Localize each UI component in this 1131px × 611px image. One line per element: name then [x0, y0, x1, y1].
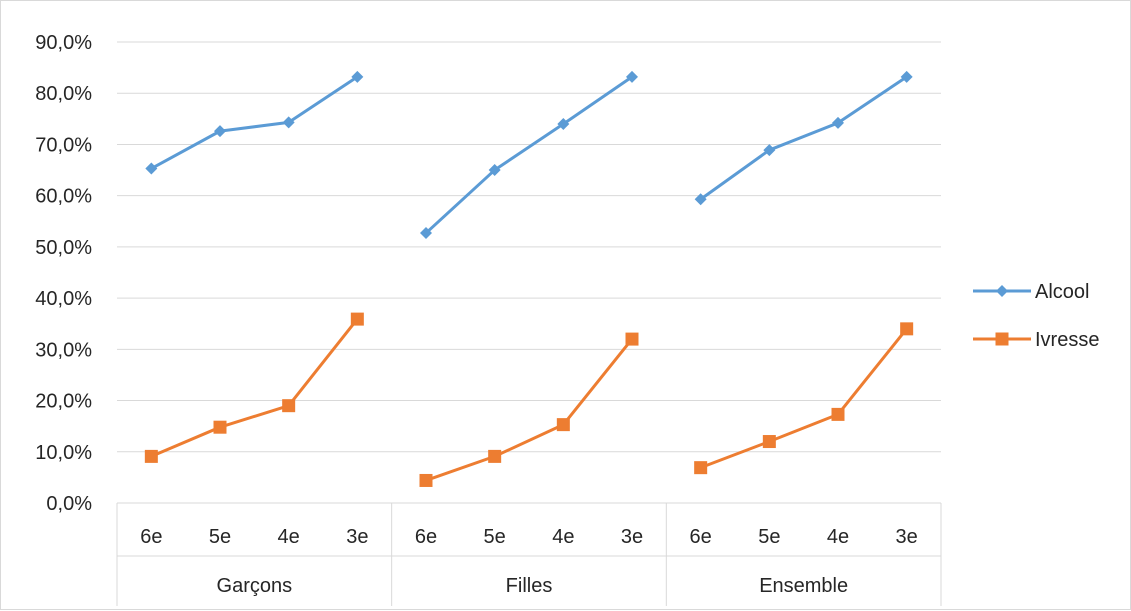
ivresse-square-marker: [694, 461, 708, 475]
y-tick-label: 40,0%: [35, 288, 92, 310]
series-line-segment: [150, 75, 359, 170]
alcool-diamond-marker: [420, 227, 432, 240]
y-tick-label: 0,0%: [46, 493, 92, 515]
legend-item-ivresse: Ivresse: [973, 329, 1099, 351]
y-tick-label: 30,0%: [35, 339, 92, 361]
ivresse-square-marker: [831, 407, 845, 421]
legend: Alcool Ivresse: [973, 281, 1099, 351]
x-category-label: 3e: [621, 526, 643, 548]
x-category-label: 6e: [690, 526, 712, 548]
legend-item-alcool: Alcool: [973, 281, 1089, 303]
x-category-label: 4e: [552, 526, 574, 548]
x-category-label: 5e: [484, 526, 506, 548]
x-axis: [116, 502, 942, 606]
series-line-segment: [425, 338, 634, 482]
series-line-segment: [150, 318, 359, 458]
x-category-label: 4e: [827, 526, 849, 548]
series-line-segment: [424, 75, 633, 235]
x-axis-group-labels: Garçons Filles Ensemble: [217, 575, 849, 597]
series-ivresse: [144, 312, 914, 487]
y-tick-label: 60,0%: [35, 186, 92, 208]
series-line-segment: [699, 75, 908, 201]
alcool-diamond-marker: [145, 162, 158, 175]
ivresse-square-marker: [625, 332, 639, 346]
ivresse-square-marker: [900, 322, 914, 336]
y-axis-tick-labels: 0,0% 10,0% 20,0% 30,0% 40,0% 50,0% 60,0% 70,0% 8…: [35, 32, 92, 515]
ivresse-square-marker: [995, 332, 1009, 346]
alcool-diamond-marker: [694, 193, 707, 206]
ivresse-square-marker: [762, 435, 776, 449]
x-category-label: 4e: [278, 526, 300, 548]
alcool-diamond-marker: [557, 117, 570, 130]
alcool-diamond-marker: [626, 70, 638, 83]
alcool-diamond-marker: [282, 116, 295, 129]
ivresse-square-marker: [144, 449, 158, 463]
x-axis-category-labels: 6e 5e 4e 3e 6e 5e 4e 3e 6e 5e 4e 3e: [140, 526, 918, 548]
x-category-label: 5e: [758, 526, 780, 548]
legend-label: Alcool: [1035, 281, 1089, 303]
alcool-diamond-marker: [214, 125, 226, 138]
x-category-label: 3e: [346, 526, 368, 548]
x-category-label: 5e: [209, 526, 231, 548]
x-group-label: Filles: [506, 575, 553, 597]
series: [144, 70, 914, 487]
y-tick-label: 20,0%: [35, 391, 92, 413]
legend-label: Ivresse: [1035, 329, 1099, 351]
alcool-diamond-marker: [996, 285, 1008, 297]
y-tick-label: 80,0%: [35, 83, 92, 105]
y-tick-label: 10,0%: [35, 442, 92, 464]
series-alcool: [145, 70, 913, 240]
ivresse-square-marker: [556, 418, 570, 432]
alcool-diamond-marker: [763, 144, 776, 157]
ivresse-square-marker: [350, 312, 364, 326]
y-tick-label: 70,0%: [35, 134, 92, 156]
y-tick-label: 90,0%: [35, 32, 92, 54]
gridlines: [117, 41, 941, 453]
ivresse-square-marker: [213, 420, 227, 434]
alcool-diamond-marker: [488, 164, 501, 177]
alcool-diamond-marker: [832, 116, 844, 129]
alcool-diamond-marker: [351, 70, 364, 83]
ivresse-square-marker: [419, 473, 433, 487]
series-line-segment: [700, 327, 908, 470]
x-category-label: 6e: [415, 526, 437, 548]
ivresse-square-marker: [488, 449, 502, 463]
alcool-diamond-marker: [900, 70, 913, 83]
ivresse-square-marker: [282, 399, 296, 413]
x-category-label: 6e: [140, 526, 162, 548]
x-group-label: Ensemble: [759, 575, 848, 597]
y-tick-label: 50,0%: [35, 237, 92, 259]
x-category-label: 3e: [896, 526, 918, 548]
x-group-label: Garçons: [217, 575, 293, 597]
